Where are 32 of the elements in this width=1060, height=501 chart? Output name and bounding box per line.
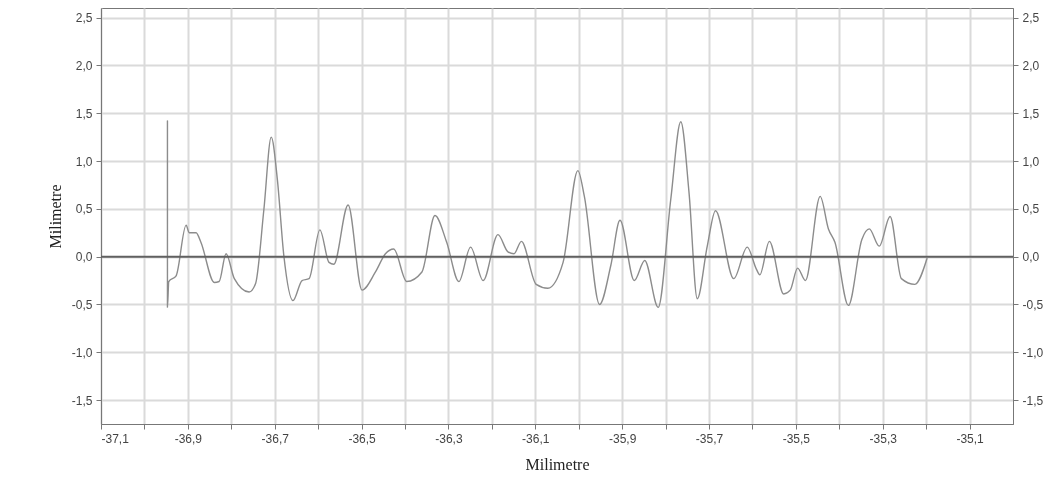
x-tick-label: -36,1	[522, 431, 550, 446]
x-tick-label: -35,1	[956, 431, 985, 446]
y-tick-label: 2,0	[75, 58, 93, 73]
y2-tick-label: 1,5	[1022, 106, 1040, 121]
y2-tick-label: 0,5	[1022, 202, 1040, 217]
x-tick-label: -35,3	[869, 431, 898, 446]
x-tick-label: -35,9	[608, 431, 637, 446]
x-tick-label: -35,7	[695, 431, 724, 446]
y-tick-label: 1,5	[75, 106, 93, 121]
y2-tick-label: -1,0	[1022, 345, 1044, 360]
y2-tick-label: 2,0	[1022, 58, 1040, 73]
x-tick-label: -36,7	[261, 431, 290, 446]
x-axis-title: Milimetre	[525, 455, 590, 473]
y-tick-label: 2,5	[75, 11, 93, 26]
x-tick-label: -36,3	[435, 431, 463, 446]
line-series	[166, 120, 928, 309]
y-tick-label: 1,0	[75, 154, 93, 169]
x-tick-label: -37,1	[101, 431, 130, 446]
y-tick-label: -1,0	[71, 345, 93, 360]
y-tick-label: -0,5	[71, 297, 93, 312]
y2-tick-label: 1,0	[1022, 154, 1040, 169]
y-axis-title: Milimetre	[46, 184, 64, 249]
y2-tick-label: -1,5	[1022, 393, 1044, 408]
y-tick-label: -1,5	[71, 393, 93, 408]
y-tick-label: 0,0	[75, 250, 93, 265]
x-tick-label: -36,5	[348, 431, 377, 446]
x-tick-label: -36,9	[174, 431, 203, 446]
y2-tick-label: 2,5	[1022, 11, 1040, 26]
x-tick-label: -35,5	[782, 431, 811, 446]
y-tick-label: 0,5	[75, 202, 93, 217]
y2-tick-label: -0,5	[1022, 297, 1044, 312]
y2-tick-label: 0,0	[1022, 250, 1040, 265]
